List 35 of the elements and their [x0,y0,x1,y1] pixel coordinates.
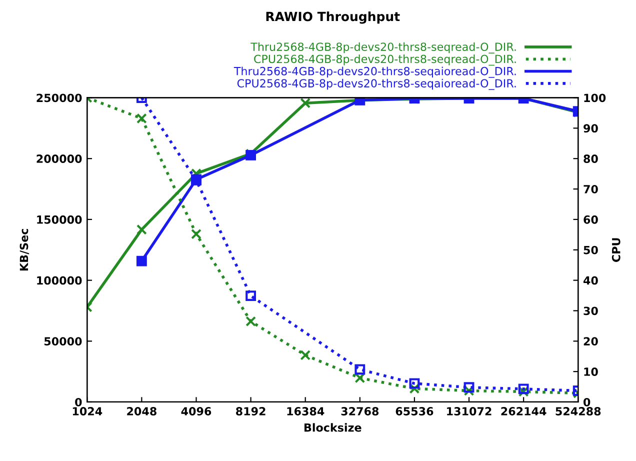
y-tick-label: 200000 [36,154,82,163]
y-tick-label: 0 [75,398,82,406]
x-tick-label: 8192 [236,407,266,416]
x-tick-label: 65536 [396,407,434,416]
y2-tick-label: 0 [584,398,590,406]
y2-tick-label: 10 [584,368,598,376]
y2-tick-label: 50 [584,246,598,254]
x-axis-title: Blocksize [304,423,362,432]
legend-label: Thru2568-4GB-8p-devs20-thrs8-seqread-O_DIR. [250,42,516,54]
x-tick-label: 524288 [556,407,601,416]
x-tick-label: 262144 [501,407,546,416]
x-tick-label: 4096 [181,407,212,416]
y-tick-label: 150000 [37,215,82,224]
y2-tick-label: 80 [584,154,598,163]
y-axis-title: KB/Sec [20,228,30,270]
y2-tick-label: 40 [583,276,598,285]
y2-tick-label: 60 [584,215,598,224]
y2-tick-label: 90 [584,124,598,133]
x-tick-label: 1024 [72,407,102,416]
y-tick-label: 50000 [44,337,82,346]
y-tick-label: 250000 [36,94,82,102]
x-tick-label: 16384 [287,407,324,416]
y-tick-label: 100000 [37,276,82,285]
y2-tick-label: 70 [584,184,598,194]
chart-title: RAWIO Throughput [266,12,400,24]
legend-label: CPU2568-4GB-8p-devs20-thrs8-seqaioread-O_DIR. [237,78,516,90]
y2-tick-label: 30 [584,306,598,316]
y2-tick-label: 20 [584,337,598,346]
x-tick-label: 32768 [341,407,379,416]
x-tick-label: 2048 [127,407,156,416]
y2-tick-label: 100 [584,94,606,102]
legend-label: Thru2568-4GB-8p-devs20-thrs8-seqaioread-O_DIR. [234,66,516,78]
y2-axis-title: CPU [612,238,620,262]
legend-label: CPU2568-4GB-8p-devs20-thrs8-seqread-O_DIR. [254,54,516,66]
x-tick-label: 131072 [447,407,492,416]
